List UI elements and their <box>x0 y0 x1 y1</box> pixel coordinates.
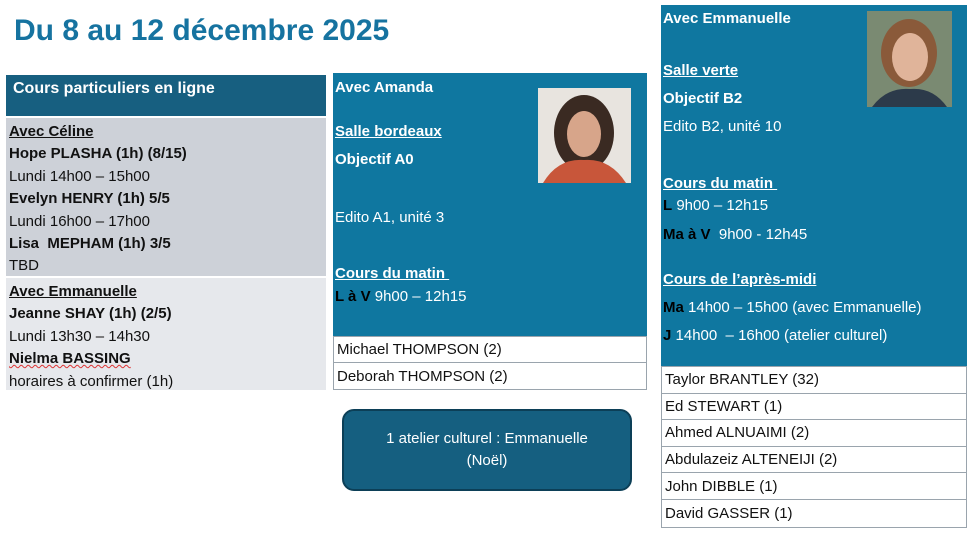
student-time: horaires à confirmer (1h) <box>9 372 174 390</box>
teacher-label: Avec Céline <box>9 123 94 140</box>
time-label: 9h00 – 12h15 <box>672 197 769 214</box>
callout-line: (Noël) <box>466 452 508 469</box>
teacher-photo <box>538 88 631 183</box>
amanda-panel: Avec Amanda Salle bordeaux Objectif A0 E… <box>333 73 647 336</box>
time-label: 9h00 - 12h45 <box>710 226 808 243</box>
student-row: Taylor BRANTLEY (32) <box>662 367 966 394</box>
morning-title: Cours du matin <box>663 175 778 192</box>
morning-title: Cours du matin <box>335 265 450 282</box>
emmanuelle-panel: Avec Emmanuelle Salle verte Objectif B2 … <box>661 5 967 366</box>
student-name: Hope PLASHA (1h) (8/15) <box>9 145 187 163</box>
student-name: Evelyn HENRY (1h) 5/5 <box>9 190 170 208</box>
objective-label: Objectif B2 <box>663 90 743 107</box>
student-row: Michael THOMPSON (2) <box>334 337 646 363</box>
days-label: Ma <box>663 299 684 316</box>
cultural-workshop-callout: 1 atelier culturel : Emmanuelle (Noël) <box>342 409 632 491</box>
student-time: Lundi 14h00 – 15h00 <box>9 167 150 185</box>
student-time: Lundi 16h00 – 17h00 <box>9 212 150 230</box>
student-time: Lundi 13h30 – 14h30 <box>9 327 150 345</box>
emmanuelle-student-list: Taylor BRANTLEY (32) Ed STEWART (1) Ahme… <box>661 366 967 528</box>
afternoon-title: Cours de l’après-midi <box>663 271 817 288</box>
amanda-student-list: Michael THOMPSON (2) Deborah THOMPSON (2… <box>333 336 647 390</box>
student-row: Ahmed ALNUAIMI (2) <box>662 420 966 447</box>
student-row: Deborah THOMPSON (2) <box>334 363 646 389</box>
days-label: L à V <box>335 288 371 305</box>
teacher-label: Avec Emmanuelle <box>9 283 137 300</box>
portrait-icon <box>543 95 626 183</box>
student-time: TBD <box>9 257 39 275</box>
student-name: Lisa MEPHAM (1h) 3/5 <box>9 235 171 253</box>
time-label: 14h00 – 16h00 (atelier culturel) <box>671 327 888 344</box>
student-row: David GASSER (1) <box>662 499 966 527</box>
time-label: 9h00 – 12h15 <box>370 288 467 305</box>
days-label: L <box>663 197 673 214</box>
days-label: J <box>663 327 672 344</box>
emmanuelle-private-block: Avec Emmanuelle Jeanne SHAY (1h) (2/5) L… <box>6 278 326 390</box>
objective-label: Objectif A0 <box>335 151 414 168</box>
room-label: Salle bordeaux <box>335 123 442 140</box>
private-lessons-header: Cours particuliers en ligne <box>6 75 326 116</box>
callout-line: 1 atelier culturel : Emmanuelle <box>386 430 588 447</box>
portrait-icon <box>872 19 947 107</box>
student-row: Abdulazeiz ALTENEIJI (2) <box>662 446 966 474</box>
student-row: John DIBBLE (1) <box>662 473 966 500</box>
book-label: Edito A1, unité 3 <box>335 209 445 226</box>
teacher-photo <box>867 11 952 107</box>
teacher-label: Avec Amanda <box>335 79 434 96</box>
student-name: Jeanne SHAY (1h) (2/5) <box>9 305 172 323</box>
teacher-label: Avec Emmanuelle <box>663 10 791 27</box>
book-label: Edito B2, unité 10 <box>663 118 782 135</box>
student-row: Ed STEWART (1) <box>662 393 966 421</box>
celine-block: Avec Céline Hope PLASHA (1h) (8/15) Lund… <box>6 118 326 276</box>
time-label: 14h00 – 15h00 (avec Emmanuelle) <box>683 299 922 316</box>
page-title: Du 8 au 12 décembre 2025 <box>14 14 390 47</box>
room-label: Salle verte <box>663 62 739 79</box>
days-label: Ma à V <box>663 226 711 243</box>
student-name: Nielma BASSING <box>9 350 131 368</box>
